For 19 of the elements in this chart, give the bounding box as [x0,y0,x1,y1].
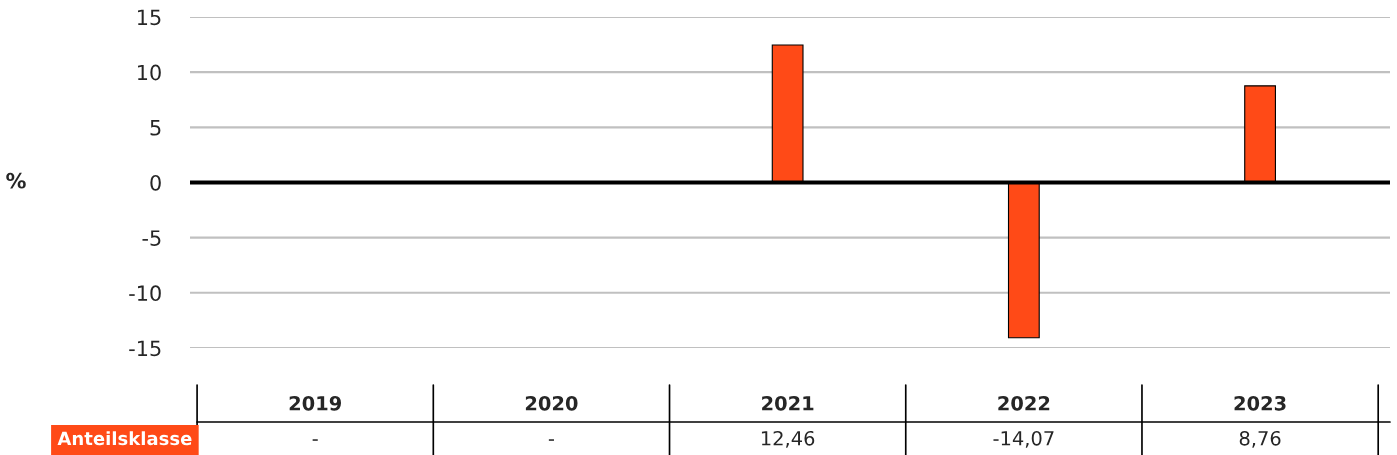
x-tick-label: 2021 [762,395,814,411]
text: Anteilsklasse [57,431,192,446]
y-tick-label: -10 [129,285,161,302]
y-tick-label: 15 [138,9,161,26]
y-tick-label: 5 [150,120,161,136]
x-tick-label: 2019 [289,395,342,411]
text: - [548,439,554,441]
data-label: 8,76 [1239,430,1281,448]
y-tick-label: 10 [138,64,161,81]
y-tick-label: 0 [150,174,161,191]
text: - [312,439,318,441]
x-tick-label: 2020 [525,395,578,411]
y-axis-title: % [6,172,26,189]
data-label: 12,46 [761,430,815,448]
data-label: -14,07 [993,430,1054,448]
y-tick-label: -5 [142,230,161,246]
x-tick-label: 2022 [998,395,1050,411]
x-tick-label: 2023 [1234,395,1286,411]
y-tick-label: -15 [129,340,161,357]
